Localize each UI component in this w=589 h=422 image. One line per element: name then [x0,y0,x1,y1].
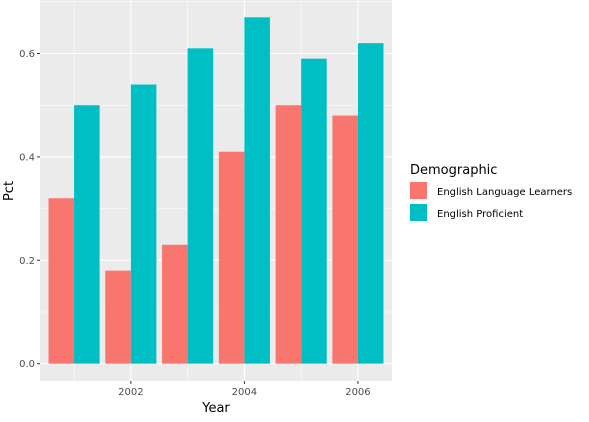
x-tick-label: 2004 [232,387,257,398]
bar-english-language-learners-2003 [162,244,188,364]
x-tick-label: 2006 [345,387,370,398]
bar-english-proficient-2004 [244,17,270,364]
legend-swatch-ell [410,182,427,199]
y-tick-label: 0.4 [19,152,35,163]
x-tick-label: 2002 [118,387,143,398]
axis-ticks: 0.0 0.2 0.4 0.6 2002 2004 2006 [19,49,371,398]
bar-english-proficient-2006 [357,43,384,364]
bar-english-proficient-2002 [130,84,157,364]
y-tick-label: 0.0 [19,359,35,370]
y-axis-title: Pct [2,181,17,201]
legend-title: Demographic [410,163,497,178]
y-tick-label: 0.6 [19,49,35,60]
bar-english-proficient-2005 [301,58,327,364]
legend-label-ell: English Language Learners [437,187,572,198]
bar-english-language-learners-2001 [48,198,75,364]
bar-english-language-learners-2004 [218,151,245,364]
y-tick-label: 0.2 [19,256,35,267]
legend-swatch-ep [410,204,427,221]
bar-english-language-learners-2006 [332,115,358,364]
bar-english-proficient-2001 [74,105,100,364]
x-axis-title: Year [201,401,230,416]
bar-english-language-learners-2005 [275,105,302,364]
bar-english-proficient-2003 [187,48,214,364]
legend: Demographic English Language Learners En… [410,163,572,221]
bar-english-language-learners-2002 [105,270,131,364]
bars [48,17,384,364]
legend-label-ep: English Proficient [437,209,523,220]
